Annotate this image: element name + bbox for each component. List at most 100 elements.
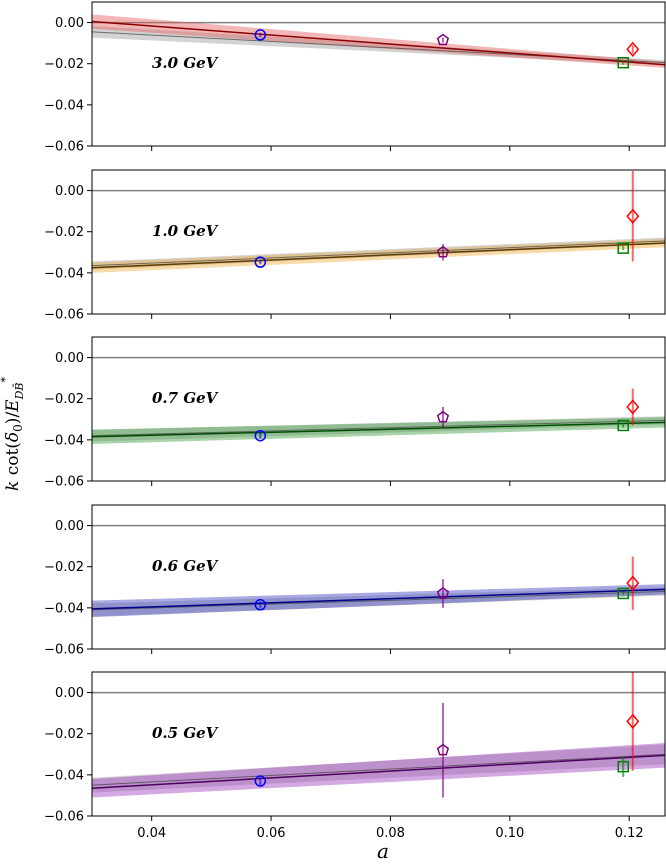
axes-frame: [91, 336, 666, 482]
y-tick-label: −0.04: [44, 98, 84, 113]
data-point-diamond: [626, 41, 640, 57]
panel-2: 0.00 −0.02 −0.04 −0.06 1.0 GeV: [44, 169, 666, 323]
data-point-pentagon: [436, 406, 450, 428]
data-point-square: [617, 56, 629, 69]
data-point-square: [617, 756, 629, 777]
panel-label: 0.6 GeV: [152, 557, 219, 575]
y-axis-title-delta: δ: [3, 432, 23, 442]
y-tick-label: −0.04: [44, 768, 84, 783]
y-tick-label: 0.00: [55, 686, 84, 701]
panel-3: 0.00 −0.02 −0.04 −0.06 0.7 GeV: [44, 336, 666, 490]
panel-4: 0.00 −0.02 −0.04 −0.06 0.6 GeV: [44, 504, 666, 658]
data-point-pentagon: [436, 33, 450, 46]
data-point-diamond: [626, 556, 640, 610]
marker-square: [617, 760, 629, 773]
x-axis-title: a: [377, 839, 389, 863]
marker-square: [617, 419, 629, 432]
marker-circle: [254, 29, 267, 41]
alt-fit-line: [92, 240, 665, 267]
fit-band: [92, 742, 665, 798]
marker-diamond: [626, 713, 640, 730]
y-tick-label: −0.04: [44, 433, 84, 448]
y-axis-title-close: )/: [3, 412, 23, 425]
y-tick-label: −0.04: [44, 601, 84, 616]
y-axis-title-sub: DB̄: [13, 382, 26, 400]
marker-circle: [254, 256, 267, 268]
data-point-circle: [254, 775, 267, 787]
marker-pentagon: [436, 245, 450, 258]
y-tick-label: −0.04: [44, 266, 84, 281]
y-axis-title-cot: cot(: [3, 442, 23, 481]
alt-fit-line: [92, 590, 665, 611]
x-tick-label: 0.10: [495, 826, 524, 841]
axes-frame: [91, 504, 666, 650]
y-tick-label: 0.00: [55, 184, 84, 199]
fit-line: [92, 588, 665, 610]
panel-5: 0.00 −0.02 −0.04 −0.06 0.04 0.06 0.08 0.10 0.12 0…: [44, 671, 666, 841]
panel-label: 0.5 GeV: [152, 724, 219, 742]
data-point-diamond: [626, 171, 640, 262]
panel-1: 0.00 −0.02 −0.04 −0.06 3.0 GeV: [44, 1, 666, 155]
marker-pentagon: [436, 587, 450, 599]
y-tick-label: −0.06: [44, 140, 84, 155]
marker-circle: [254, 775, 267, 787]
alt-fit-line: [92, 753, 665, 786]
data-point-circle: [254, 29, 267, 41]
panels: 0.00 −0.02 −0.04 −0.06 3.0 GeV 0.00 −0.02 −0.04…: [44, 1, 666, 841]
fit-line: [92, 20, 665, 66]
y-axis-title-k: k: [3, 481, 23, 491]
marker-square: [617, 587, 629, 600]
svg-text:k cot(δ0)/EDB̄*: k cot(δ0)/EDB̄*: [0, 376, 26, 491]
plot-area: [92, 356, 665, 444]
fit-band: [92, 417, 665, 444]
x-tick-label: 0.06: [257, 826, 286, 841]
marker-circle: [254, 599, 267, 611]
y-axis-title-e: E: [3, 399, 23, 413]
x-tick-label: 0.08: [376, 826, 405, 841]
data-point-square: [617, 587, 629, 600]
data-point-circle: [254, 429, 267, 442]
axes-frame: [91, 671, 666, 817]
data-point-pentagon: [436, 702, 450, 798]
y-tick-label: −0.06: [44, 643, 84, 658]
y-tick-label: −0.06: [44, 308, 84, 323]
plot-area: [92, 14, 665, 69]
data-point-diamond: [626, 672, 640, 771]
data-point-square: [617, 419, 629, 432]
data-point-pentagon: [436, 579, 450, 608]
y-tick-label: −0.02: [44, 57, 84, 72]
y-axis-title-sup: *: [0, 376, 12, 382]
fit-line: [92, 242, 665, 269]
data-point-circle: [254, 256, 267, 268]
y-tick-label: −0.06: [44, 810, 84, 825]
x-tick-label: 0.12: [615, 826, 644, 841]
marker-square: [617, 56, 629, 69]
fit-line: [92, 754, 665, 789]
data-point-circle: [254, 599, 267, 611]
plot-area: [92, 524, 665, 618]
axes-frame: [91, 1, 666, 147]
y-tick-label: 0.00: [55, 351, 84, 366]
axes-frame: [91, 169, 666, 315]
data-point-square: [617, 242, 629, 254]
data-point-diamond: [626, 388, 640, 426]
panel-label: 1.0 GeV: [152, 222, 219, 240]
marker-pentagon: [436, 33, 450, 46]
y-tick-label: −0.02: [44, 225, 84, 240]
y-tick-label: −0.06: [44, 475, 84, 490]
marker-diamond: [626, 575, 640, 591]
y-tick-label: −0.02: [44, 392, 84, 407]
y-tick-label: −0.02: [44, 560, 84, 575]
marker-diamond: [626, 208, 640, 224]
y-tick-label: 0.00: [55, 519, 84, 534]
y-tick-label: 0.00: [55, 16, 84, 31]
panel-label: 0.7 GeV: [152, 389, 219, 407]
y-axis-title: k cot(δ0)/EDB̄*: [0, 376, 26, 491]
marker-square: [617, 242, 629, 254]
marker-diamond: [626, 399, 640, 415]
plot-area: [92, 171, 665, 273]
marker-circle: [254, 429, 267, 442]
marker-diamond: [626, 41, 640, 57]
data-point-pentagon: [436, 244, 450, 261]
